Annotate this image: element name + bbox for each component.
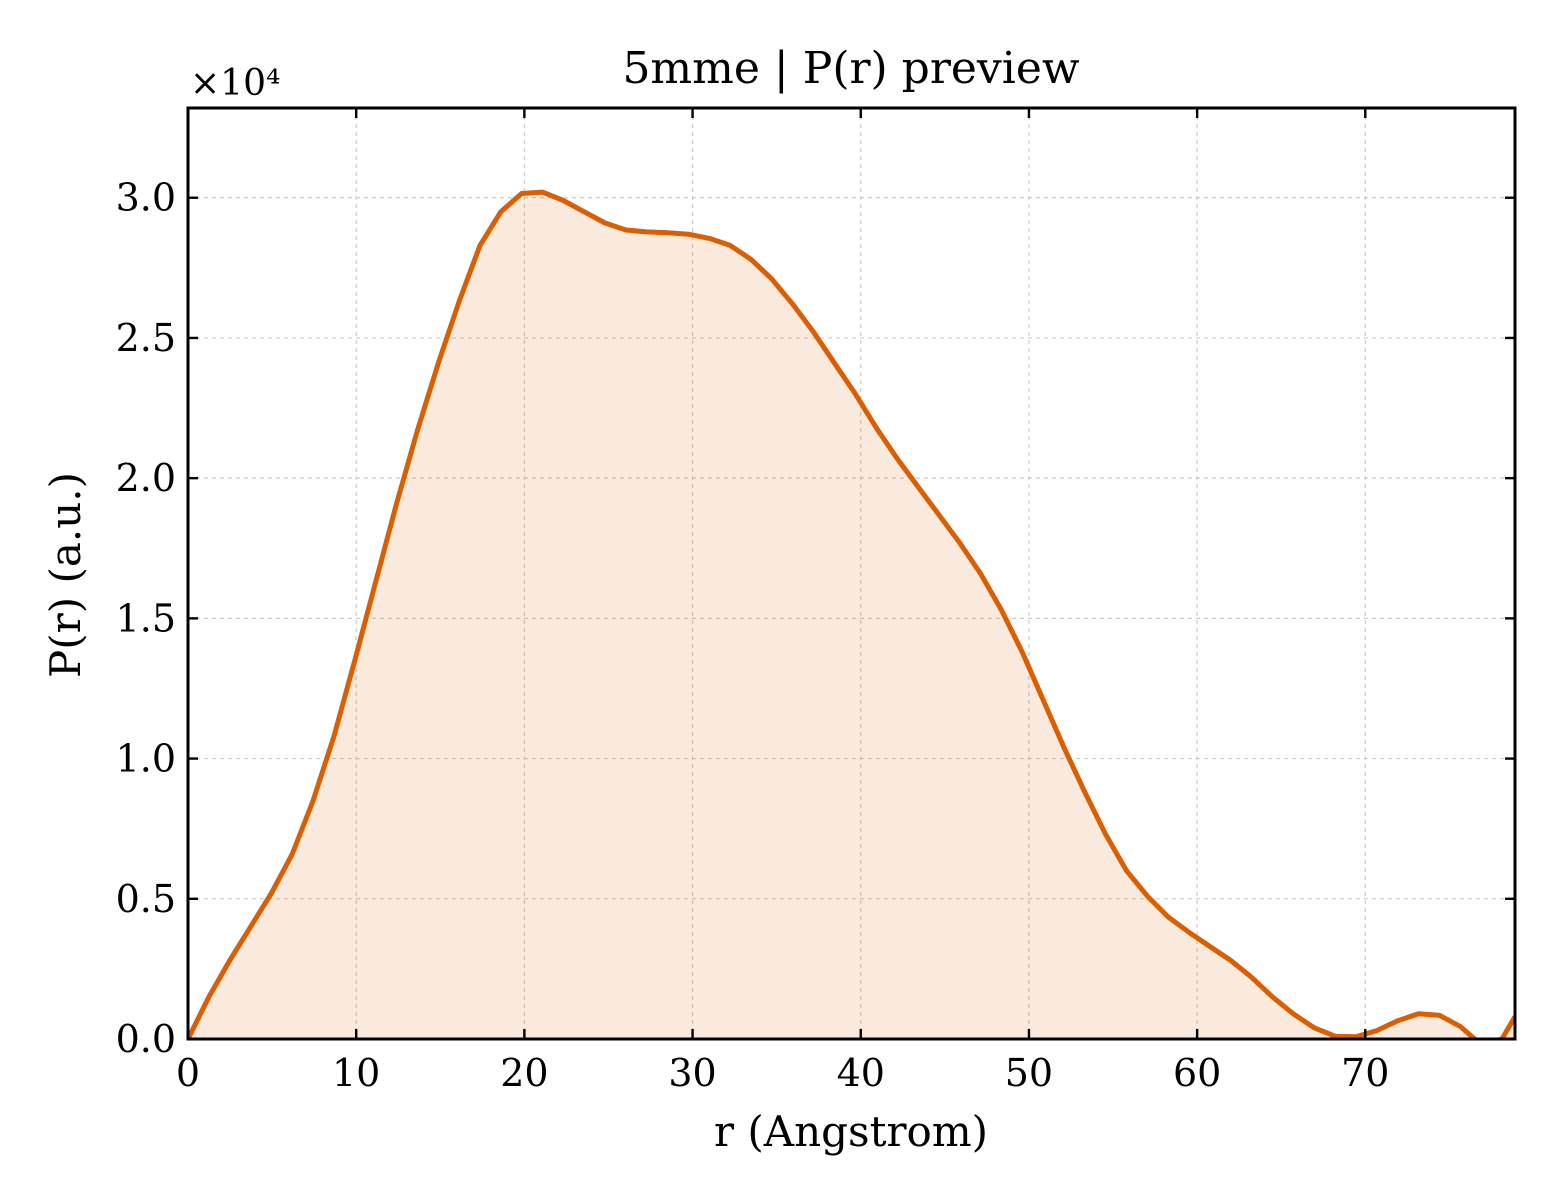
x-axis-label: r (Angstrom): [714, 1107, 988, 1156]
y-tick-label: 1.5: [116, 596, 176, 640]
x-tick-label: 20: [500, 1051, 548, 1095]
pr-curve-line: [188, 189, 1515, 1039]
y-tick-label: 3.0: [116, 176, 176, 220]
x-tick-label: 70: [1341, 1051, 1389, 1095]
y-tick-label: 0.0: [116, 1017, 176, 1061]
pr-area-fill: [188, 192, 1515, 1039]
y-tick-label: 2.0: [116, 456, 176, 500]
chart-title: 5mme | P(r) preview: [622, 43, 1079, 94]
axis-ticks: 0 10 20 30 40 50 60 70 0.0 0.5 1.0 1.5 2.0 2.5 3.0: [116, 108, 1515, 1095]
x-tick-label: 0: [176, 1051, 200, 1095]
x-tick-label: 40: [837, 1051, 885, 1095]
y-axis-label: P(r) (a.u.): [41, 472, 90, 678]
y-multiplier-label: ×10⁴: [190, 63, 280, 104]
x-tick-label: 50: [1005, 1051, 1053, 1095]
y-tick-label: 0.5: [116, 877, 176, 921]
x-tick-label: 60: [1173, 1051, 1221, 1095]
plot-frame: [186, 106, 1517, 1041]
x-tick-label: 10: [332, 1051, 380, 1095]
y-tick-label: 2.5: [116, 316, 176, 360]
x-tick-label: 30: [668, 1051, 716, 1095]
y-tick-label: 1.0: [116, 737, 176, 781]
